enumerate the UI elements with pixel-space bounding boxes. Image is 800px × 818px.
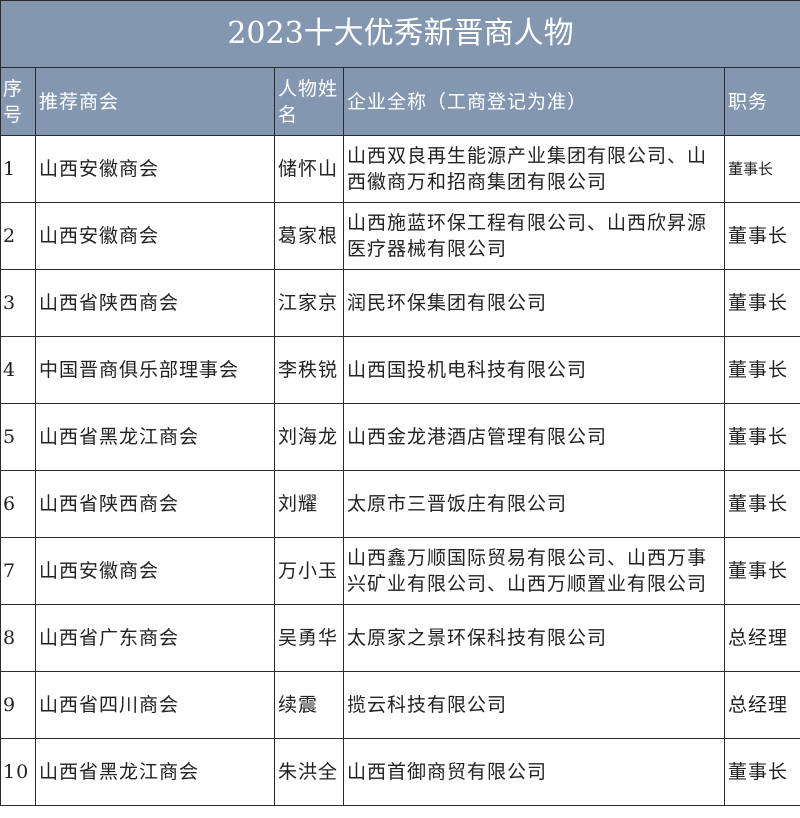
cell-position: 董事长	[724, 537, 800, 605]
cell-no: 3	[0, 269, 36, 337]
cell-position: 董事长	[724, 135, 800, 203]
header-row: 序号 推荐商会 人物姓名 企业全称（工商登记为准） 职务	[0, 67, 800, 136]
table-row: 7 山西安徽商会 万小玉 山西鑫万顺国际贸易有限公司、山西万事兴矿业有限公司、山西万顺…	[0, 537, 800, 605]
header-chamber: 推荐商会	[35, 67, 275, 136]
cell-company: 山西双良再生能源产业集团有限公司、山西徽商万和招商集团有限公司	[343, 135, 725, 203]
cell-chamber: 山西安徽商会	[35, 537, 275, 605]
cell-position: 董事长	[724, 403, 800, 471]
table-row: 2 山西安徽商会 葛家根 山西施蓝环保工程有限公司、山西欣昇源医疗器械有限公司 董事长	[0, 202, 800, 270]
cell-no: 5	[0, 403, 36, 471]
cell-chamber: 山西省陕西商会	[35, 269, 275, 337]
cell-no: 7	[0, 537, 36, 605]
table-row: 4 中国晋商俱乐部理事会 李秩锐 山西国投机电科技有限公司 董事长	[0, 336, 800, 404]
cell-company: 山西首御商贸有限公司	[343, 738, 725, 806]
table-row: 6 山西省陕西商会 刘耀 太原市三晋饭庄有限公司 董事长	[0, 470, 800, 538]
cell-position: 总经理	[724, 604, 800, 672]
cell-no: 8	[0, 604, 36, 672]
cell-name: 刘耀	[274, 470, 344, 538]
cell-company: 太原市三晋饭庄有限公司	[343, 470, 725, 538]
cell-chamber: 山西省广东商会	[35, 604, 275, 672]
table-row: 3 山西省陕西商会 江家京 润民环保集团有限公司 董事长	[0, 269, 800, 337]
cell-name: 万小玉	[274, 537, 344, 605]
cell-no: 10	[0, 738, 36, 806]
cell-name: 朱洪全	[274, 738, 344, 806]
cell-company: 山西国投机电科技有限公司	[343, 336, 725, 404]
cell-no: 9	[0, 671, 36, 739]
cell-position: 总经理	[724, 671, 800, 739]
header-position: 职务	[724, 67, 800, 136]
cell-position: 董事长	[724, 470, 800, 538]
cell-name: 刘海龙	[274, 403, 344, 471]
cell-company: 山西金龙港酒店管理有限公司	[343, 403, 725, 471]
cell-name: 续震	[274, 671, 344, 739]
cell-company: 揽云科技有限公司	[343, 671, 725, 739]
cell-name: 李秩锐	[274, 336, 344, 404]
cell-position: 董事长	[724, 269, 800, 337]
table-row: 9 山西省四川商会 续震 揽云科技有限公司 总经理	[0, 671, 800, 739]
cell-name: 吴勇华	[274, 604, 344, 672]
header-no: 序号	[0, 67, 36, 136]
cell-chamber: 山西省黑龙江商会	[35, 403, 275, 471]
table-row: 5 山西省黑龙江商会 刘海龙 山西金龙港酒店管理有限公司 董事长	[0, 403, 800, 471]
cell-company: 山西施蓝环保工程有限公司、山西欣昇源医疗器械有限公司	[343, 202, 725, 270]
header-name: 人物姓名	[274, 67, 344, 136]
cell-no: 2	[0, 202, 36, 270]
table-row: 8 山西省广东商会 吴勇华 太原家之景环保科技有限公司 总经理	[0, 604, 800, 672]
table-title: 2023十大优秀新晋商人物	[0, 0, 800, 68]
header-company: 企业全称（工商登记为准）	[343, 67, 725, 136]
cell-no: 1	[0, 135, 36, 203]
cell-company: 润民环保集团有限公司	[343, 269, 725, 337]
cell-position: 董事长	[724, 336, 800, 404]
cell-chamber: 山西安徽商会	[35, 135, 275, 203]
cell-position: 董事长	[724, 202, 800, 270]
cell-chamber: 山西安徽商会	[35, 202, 275, 270]
cell-name: 储怀山	[274, 135, 344, 203]
cell-no: 4	[0, 336, 36, 404]
cell-company: 太原家之景环保科技有限公司	[343, 604, 725, 672]
table-row: 10 山西省黑龙江商会 朱洪全 山西首御商贸有限公司 董事长	[0, 738, 800, 806]
cell-company: 山西鑫万顺国际贸易有限公司、山西万事兴矿业有限公司、山西万顺置业有限公司	[343, 537, 725, 605]
cell-chamber: 山西省陕西商会	[35, 470, 275, 538]
table-row: 1 山西安徽商会 储怀山 山西双良再生能源产业集团有限公司、山西徽商万和招商集团有限公…	[0, 135, 800, 203]
cell-chamber: 中国晋商俱乐部理事会	[35, 336, 275, 404]
cell-position: 董事长	[724, 738, 800, 806]
cell-chamber: 山西省四川商会	[35, 671, 275, 739]
cell-no: 6	[0, 470, 36, 538]
cell-chamber: 山西省黑龙江商会	[35, 738, 275, 806]
cell-name: 葛家根	[274, 202, 344, 270]
cell-name: 江家京	[274, 269, 344, 337]
